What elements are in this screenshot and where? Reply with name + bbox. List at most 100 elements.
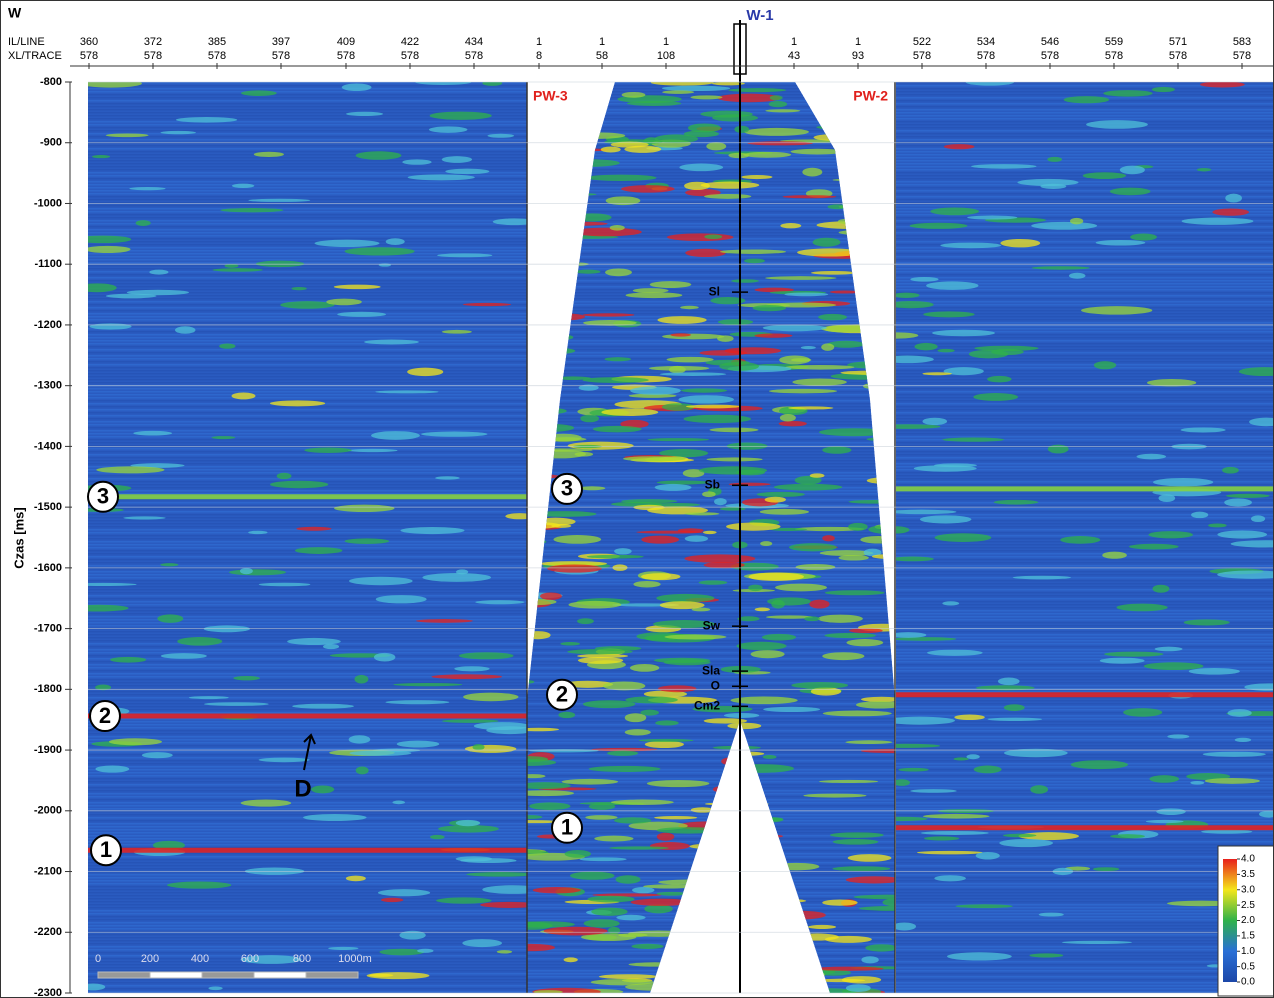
reflector bbox=[999, 839, 1053, 847]
stripe bbox=[896, 451, 1274, 453]
reflector bbox=[1086, 120, 1148, 129]
top-tick-label: 578 bbox=[1169, 50, 1187, 62]
reflector bbox=[157, 614, 183, 622]
reflector bbox=[751, 650, 785, 658]
reflector bbox=[212, 436, 236, 439]
stripe bbox=[896, 94, 1274, 96]
stripe bbox=[896, 355, 1274, 357]
stripe bbox=[88, 661, 527, 663]
stripe bbox=[88, 145, 527, 147]
reflector bbox=[649, 366, 709, 371]
stripe bbox=[88, 355, 527, 357]
stripe bbox=[88, 904, 527, 906]
reflector bbox=[994, 500, 1039, 505]
reflector bbox=[232, 184, 254, 188]
colorbar-label: 1.5 bbox=[1241, 931, 1255, 942]
reflector bbox=[345, 538, 390, 544]
stripe bbox=[896, 277, 1274, 279]
reflector bbox=[497, 950, 512, 953]
reflector bbox=[818, 615, 863, 623]
reflector bbox=[699, 466, 767, 474]
top-tick-label: 522 bbox=[913, 36, 931, 48]
reflector bbox=[791, 358, 811, 362]
reflector bbox=[1070, 218, 1083, 224]
stripe bbox=[896, 550, 1274, 552]
reflector bbox=[142, 752, 173, 758]
reflector bbox=[1191, 512, 1208, 518]
stripe bbox=[896, 232, 1274, 234]
reflector bbox=[720, 507, 746, 510]
stripe bbox=[88, 244, 527, 246]
stripe bbox=[527, 370, 895, 372]
well-top-label: Sb bbox=[705, 477, 720, 491]
reflector bbox=[947, 952, 1012, 960]
stripe bbox=[88, 352, 527, 354]
reflector bbox=[631, 944, 663, 949]
stripe bbox=[527, 280, 895, 282]
stripe bbox=[88, 268, 527, 270]
reflector bbox=[892, 637, 957, 641]
scale-bar-segment bbox=[202, 972, 254, 978]
top-tick-label: 422 bbox=[401, 36, 419, 48]
stripe bbox=[896, 586, 1274, 588]
stripe bbox=[527, 508, 895, 510]
reflector bbox=[220, 208, 283, 212]
reflector bbox=[586, 175, 657, 181]
top-tick-label: 578 bbox=[401, 50, 419, 62]
stripe bbox=[527, 277, 895, 279]
stripe bbox=[896, 460, 1274, 462]
top-tick-label: 578 bbox=[80, 50, 98, 62]
reflector bbox=[616, 875, 641, 883]
stripe bbox=[527, 463, 895, 465]
stripe bbox=[896, 745, 1274, 747]
reflector bbox=[1120, 166, 1145, 175]
reflector bbox=[287, 638, 341, 645]
reflector bbox=[463, 693, 518, 702]
reflector bbox=[607, 751, 638, 756]
reflector bbox=[369, 974, 393, 977]
stripe bbox=[896, 124, 1274, 126]
stripe bbox=[88, 298, 527, 300]
reflector bbox=[584, 919, 620, 927]
stripe bbox=[896, 481, 1274, 483]
reflector bbox=[583, 700, 636, 708]
reflector bbox=[921, 831, 989, 835]
reflector bbox=[400, 527, 464, 534]
reflector bbox=[630, 664, 659, 672]
top-tick-label: 93 bbox=[852, 50, 864, 62]
well-top-label: Cm2 bbox=[694, 699, 720, 713]
stripe bbox=[88, 397, 527, 399]
stripe bbox=[88, 625, 527, 627]
stripe bbox=[896, 91, 1274, 93]
stripe bbox=[896, 238, 1274, 240]
stripe bbox=[896, 532, 1274, 534]
stripe bbox=[527, 613, 895, 615]
stripe bbox=[896, 121, 1274, 123]
stripe bbox=[896, 889, 1274, 891]
stripe bbox=[896, 436, 1274, 438]
stripe bbox=[896, 631, 1274, 633]
stripe bbox=[896, 895, 1274, 897]
stripe bbox=[896, 937, 1274, 939]
stripe bbox=[88, 940, 527, 942]
reflector bbox=[1123, 708, 1162, 717]
stripe bbox=[88, 250, 527, 252]
stripe bbox=[896, 892, 1274, 894]
stripe bbox=[88, 388, 527, 390]
reflector bbox=[914, 465, 977, 471]
stripe bbox=[88, 346, 527, 348]
reflector bbox=[893, 922, 916, 930]
reflector bbox=[167, 882, 231, 889]
stripe bbox=[88, 223, 527, 225]
stripe bbox=[527, 742, 895, 744]
stripe bbox=[896, 442, 1274, 444]
reflector bbox=[822, 899, 857, 905]
stripe bbox=[896, 499, 1274, 501]
stripe bbox=[88, 523, 527, 525]
stripe bbox=[527, 523, 895, 525]
stripe bbox=[896, 190, 1274, 192]
stripe bbox=[896, 421, 1274, 423]
reflector bbox=[822, 652, 864, 660]
stripe bbox=[527, 694, 895, 696]
stripe bbox=[527, 322, 895, 324]
